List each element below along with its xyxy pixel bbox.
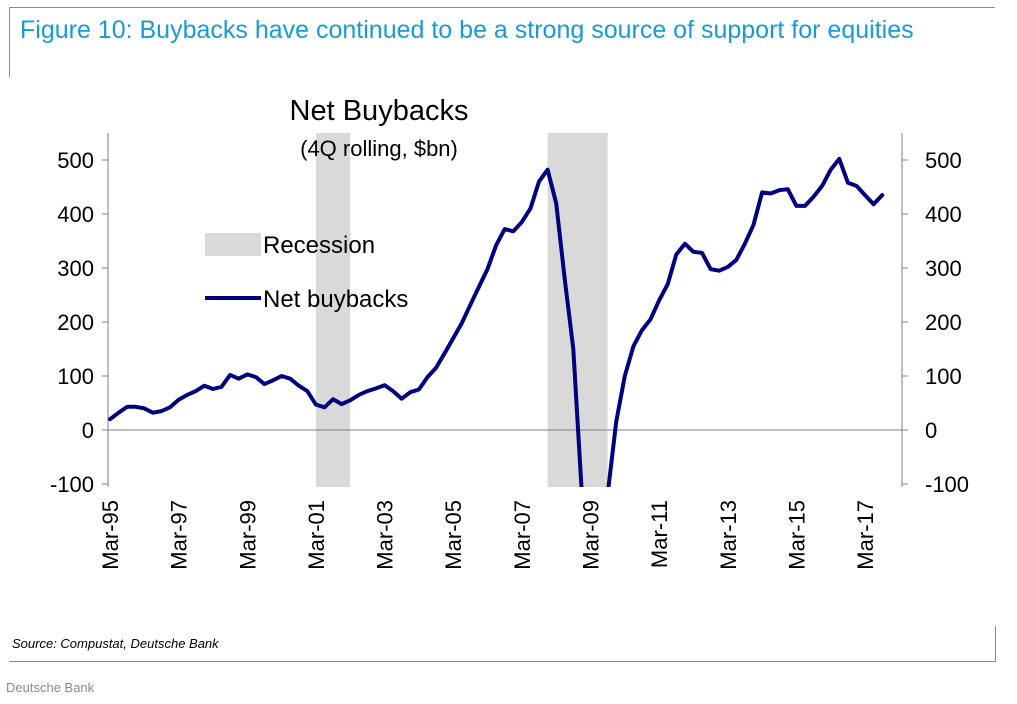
left-y-tick-label: 100 <box>57 364 94 389</box>
left-y-tick-label: 200 <box>57 310 94 335</box>
x-tick-label: Mar-99 <box>235 500 260 570</box>
right-y-tick-label: 100 <box>925 364 962 389</box>
right-y-tick-label: -100 <box>925 472 969 497</box>
net-buybacks-series <box>108 156 885 487</box>
x-axis: Mar-95 Mar-97 Mar-99 Mar-01 Mar-03 Mar-05 Mar-… <box>98 429 902 570</box>
left-y-tick-label: 400 <box>57 202 94 227</box>
figure-frame-top-border <box>9 7 995 8</box>
left-y-axis: -100 0 100 200 300 400 500 <box>50 133 109 497</box>
right-y-axis: -100 0 100 200 300 400 500 <box>901 133 969 497</box>
x-tick-label: Mar-05 <box>441 500 466 570</box>
source-note: Source: Compustat, Deutsche Bank <box>12 636 219 651</box>
chart-subtitle: (4Q rolling, $bn) <box>300 136 458 161</box>
x-tick-label: Mar-07 <box>510 500 535 570</box>
right-y-tick-label: 300 <box>925 256 962 281</box>
footer-brand: Deutsche Bank <box>6 680 95 695</box>
figure-frame-left-border <box>9 7 10 77</box>
right-y-tick-label: 500 <box>925 148 962 173</box>
x-tick-label: Mar-17 <box>853 500 878 570</box>
legend-net-buybacks-label: Net buybacks <box>263 286 408 313</box>
right-y-tick-label: 200 <box>925 310 962 335</box>
x-tick-label: Mar-13 <box>716 500 741 570</box>
legend: Recession Net buybacks <box>205 232 408 313</box>
figure-title: Figure 10: Buybacks have continued to be… <box>20 16 914 44</box>
legend-recession-swatch <box>205 233 261 256</box>
x-tick-label: Mar-11 <box>647 500 672 568</box>
net-buybacks-chart: -100 0 100 200 300 400 500 -100 0 100 200 300 400 50… <box>50 95 969 570</box>
source-frame-right-border <box>995 626 996 662</box>
net-buybacks-line <box>108 156 885 487</box>
chart-title: Net Buybacks <box>290 95 469 127</box>
legend-recession-label: Recession <box>263 232 375 259</box>
left-y-tick-label: -100 <box>50 472 94 497</box>
left-y-tick-label: 0 <box>82 418 94 443</box>
left-y-tick-label: 300 <box>57 256 94 281</box>
x-tick-label: Mar-09 <box>578 500 603 570</box>
x-tick-label: Mar-95 <box>98 500 123 570</box>
left-y-tick-label: 500 <box>57 148 94 173</box>
x-tick-label: Mar-15 <box>784 500 809 570</box>
x-tick-label: Mar-97 <box>167 500 192 570</box>
right-y-tick-label: 0 <box>925 418 937 443</box>
x-tick-label: Mar-01 <box>304 500 329 570</box>
x-tick-label: Mar-03 <box>373 500 398 570</box>
right-y-tick-label: 400 <box>925 202 962 227</box>
recession-band-1 <box>315 133 351 487</box>
source-frame-bottom-border <box>9 661 996 662</box>
